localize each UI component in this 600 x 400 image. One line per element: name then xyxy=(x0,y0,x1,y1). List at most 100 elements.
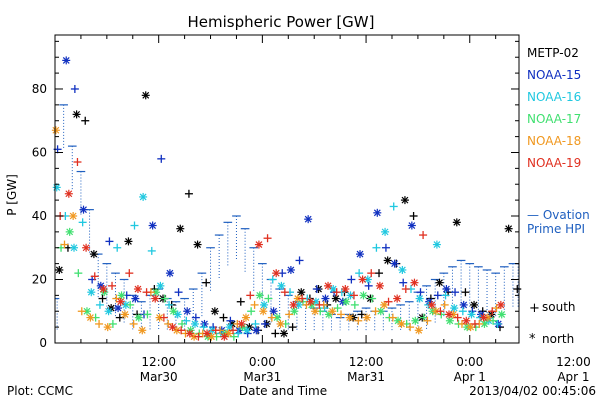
point-noaa-18 xyxy=(423,316,432,325)
point-noaa-19 xyxy=(246,291,255,300)
point-noaa-16 xyxy=(398,265,407,274)
point-noaa-15 xyxy=(451,288,460,297)
point-noaa-19 xyxy=(445,310,454,319)
point-noaa-18 xyxy=(267,313,276,322)
legend-ovation-line2: Prime HPI xyxy=(527,222,585,236)
point-noaa-15 xyxy=(381,243,390,252)
y-tick-label: 60 xyxy=(32,145,47,159)
point-noaa-18 xyxy=(345,313,354,322)
point-noaa-18 xyxy=(457,319,466,328)
footer-timestamp: 2013/04/02 00:45:06 xyxy=(469,384,596,398)
point-noaa-15 xyxy=(260,319,269,328)
point-noaa-19 xyxy=(159,313,168,322)
legend-entry-metp-02: METP-02 xyxy=(527,46,579,60)
point-noaa-19 xyxy=(108,281,117,290)
point-noaa-16 xyxy=(251,319,260,328)
point-metp-02 xyxy=(297,288,306,297)
point-noaa-17 xyxy=(255,291,264,300)
point-noaa-15 xyxy=(165,269,174,278)
legend-south-label: south xyxy=(542,300,576,314)
point-noaa-19 xyxy=(306,297,315,306)
point-noaa-15 xyxy=(70,84,79,93)
point-noaa-19 xyxy=(64,189,73,198)
point-noaa-18 xyxy=(397,319,406,328)
point-noaa-18 xyxy=(380,300,389,309)
point-noaa-17 xyxy=(74,269,83,278)
point-noaa-16 xyxy=(95,300,104,309)
point-metp-02 xyxy=(435,278,444,287)
point-noaa-15 xyxy=(286,265,295,274)
point-noaa-18 xyxy=(51,126,60,135)
point-noaa-18 xyxy=(95,319,104,328)
point-metp-02 xyxy=(81,116,90,125)
point-noaa-19 xyxy=(298,294,307,303)
point-noaa-19 xyxy=(358,275,367,284)
point-noaa-18 xyxy=(371,307,380,316)
point-noaa-17 xyxy=(247,307,256,316)
point-noaa-16 xyxy=(260,300,269,309)
point-metp-02 xyxy=(288,323,297,332)
ovation-prime-hpi-line xyxy=(55,104,519,331)
point-noaa-17 xyxy=(117,291,126,300)
point-noaa-18 xyxy=(354,316,363,325)
point-noaa-16 xyxy=(415,294,424,303)
point-noaa-17 xyxy=(264,294,273,303)
point-noaa-18 xyxy=(388,313,397,322)
point-noaa-19 xyxy=(168,323,177,332)
point-noaa-18 xyxy=(207,332,216,341)
point-noaa-18 xyxy=(112,294,121,303)
point-noaa-16 xyxy=(190,319,199,328)
point-noaa-16 xyxy=(372,243,381,252)
point-metp-02 xyxy=(271,329,280,338)
y-axis-label: P [GW] xyxy=(5,174,19,216)
point-noaa-18 xyxy=(337,310,346,319)
point-noaa-16 xyxy=(441,291,450,300)
point-noaa-16 xyxy=(70,243,79,252)
point-noaa-17 xyxy=(65,227,74,236)
point-noaa-17 xyxy=(342,297,351,306)
point-noaa-16 xyxy=(182,316,191,325)
point-noaa-19 xyxy=(90,272,99,281)
point-noaa-16 xyxy=(147,246,156,255)
point-noaa-16 xyxy=(87,288,96,297)
point-noaa-19 xyxy=(341,285,350,294)
point-noaa-19 xyxy=(367,269,376,278)
point-noaa-16 xyxy=(113,243,122,252)
x-tick-label-time: 12:00 xyxy=(141,355,176,369)
point-noaa-19 xyxy=(280,288,289,297)
point-noaa-19 xyxy=(349,291,358,300)
point-noaa-15 xyxy=(399,278,408,287)
point-noaa-19 xyxy=(220,332,229,341)
point-metp-02 xyxy=(504,224,513,233)
legend-entry-noaa-18: NOAA-18 xyxy=(527,134,581,148)
point-noaa-15 xyxy=(226,316,235,325)
plot-frame xyxy=(54,34,520,344)
point-noaa-19 xyxy=(185,329,194,338)
point-noaa-18 xyxy=(466,323,475,332)
point-noaa-18 xyxy=(129,319,138,328)
legend-south-symbol: + xyxy=(529,301,540,316)
point-metp-02 xyxy=(72,110,81,119)
point-noaa-15 xyxy=(295,256,304,265)
point-noaa-16 xyxy=(104,307,113,316)
point-noaa-15 xyxy=(174,288,183,297)
footer-credit: Plot: CCMC xyxy=(7,384,73,398)
point-noaa-17 xyxy=(160,294,169,303)
point-noaa-15 xyxy=(148,221,157,230)
point-noaa-15 xyxy=(390,259,399,268)
point-noaa-19 xyxy=(228,326,237,335)
point-noaa-18 xyxy=(259,307,268,316)
point-noaa-16 xyxy=(432,240,441,249)
legend-north-symbol: * xyxy=(529,332,536,347)
point-noaa-19 xyxy=(99,285,108,294)
point-noaa-19 xyxy=(462,316,471,325)
point-metp-02 xyxy=(400,196,409,205)
point-noaa-15 xyxy=(433,291,442,300)
point-noaa-15 xyxy=(407,221,416,230)
point-noaa-19 xyxy=(194,332,203,341)
x-tick-label-date: Apr 1 xyxy=(557,370,589,384)
point-noaa-15 xyxy=(304,215,313,224)
point-noaa-19 xyxy=(488,307,497,316)
